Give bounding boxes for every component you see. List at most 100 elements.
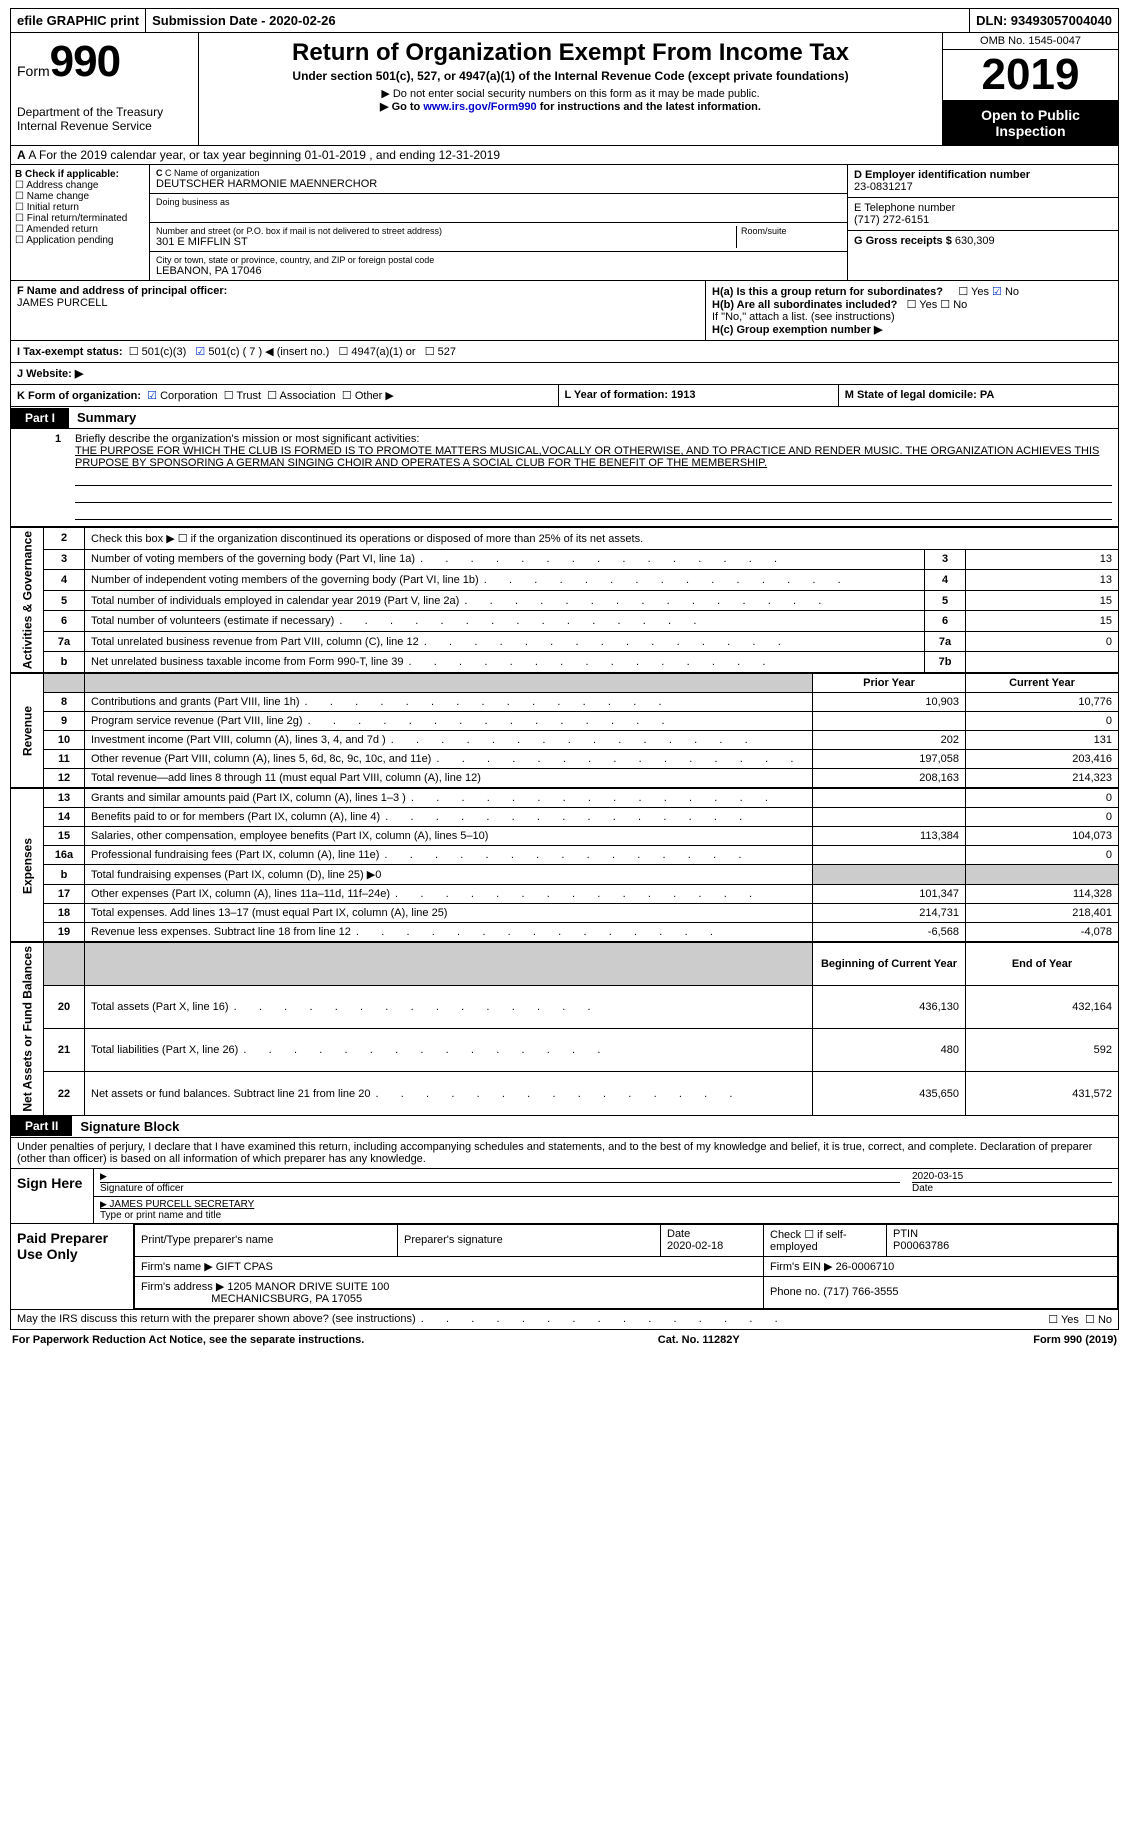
chk-name-change[interactable]: Name change [15, 191, 89, 202]
line-6: 6Total number of volunteers (estimate if… [11, 611, 1119, 632]
efile-left: efile GRAPHIC print [11, 9, 145, 32]
line-19: 19Revenue less expenses. Subtract line 1… [11, 923, 1119, 942]
ein: 23-0831217 [854, 181, 913, 193]
table-activities-governance: Activities & Governance 2 Check this box… [10, 527, 1119, 673]
block-bcdeg: B Check if applicable: Address change Na… [10, 165, 1119, 281]
chk-assoc[interactable]: Association [267, 390, 336, 402]
omb-number: OMB No. 1545-0047 [943, 33, 1118, 50]
line-8: 8Contributions and grants (Part VIII, li… [11, 693, 1119, 712]
line-12: 12Total revenue—add lines 8 through 11 (… [11, 769, 1119, 788]
hb-no[interactable]: No [940, 299, 967, 311]
row-klm: K Form of organization: Corporation Trus… [10, 385, 1119, 407]
sign-here-block: Sign Here Signature of officer 2020-03-1… [10, 1169, 1119, 1224]
line-7b: bNet unrelated business taxable income f… [11, 652, 1119, 673]
form-number: 990 [50, 37, 120, 86]
chk-4947[interactable]: 4947(a)(1) or [338, 346, 415, 358]
discuss-row: May the IRS discuss this return with the… [10, 1310, 1119, 1330]
row-i-tax-status: I Tax-exempt status: 501(c)(3) 501(c) ( … [10, 341, 1119, 363]
dept-irs: Internal Revenue Service [17, 119, 192, 133]
principal-officer: JAMES PURCELL [17, 297, 107, 309]
gross-receipts: 630,309 [955, 235, 995, 247]
line-17: 17Other expenses (Part IX, column (A), l… [11, 885, 1119, 904]
chk-501c[interactable]: 501(c) ( 7 ) ◀ (insert no.) [195, 346, 329, 358]
row-j-website: J Website: ▶ [10, 363, 1119, 385]
year-formation: L Year of formation: 1913 [565, 389, 696, 401]
line-16a: 16aProfessional fundraising fees (Part I… [11, 846, 1119, 865]
part-i-header: Part I Summary [10, 407, 1119, 429]
paid-preparer-block: Paid Preparer Use Only Print/Type prepar… [10, 1224, 1119, 1310]
form-subtitle: Under section 501(c), 527, or 4947(a)(1)… [205, 69, 936, 83]
ssn-note: ▶ Do not enter social security numbers o… [205, 87, 936, 100]
firm-addr1: 1205 MANOR DRIVE SUITE 100 [227, 1281, 389, 1293]
form-title: Return of Organization Exempt From Incom… [205, 39, 936, 67]
chk-trust[interactable]: Trust [224, 390, 261, 402]
part-ii-header: Part II Signature Block [10, 1116, 1119, 1138]
form-label: Form [17, 63, 50, 79]
chk-self-employed[interactable]: Check ☐ if self-employed [764, 1224, 887, 1256]
line-20: 20Total assets (Part X, line 16)436,1304… [11, 986, 1119, 1029]
chk-address-change[interactable]: Address change [15, 180, 98, 191]
efile-topbar: efile GRAPHIC print Submission Date - 20… [10, 8, 1119, 33]
line-21: 21Total liabilities (Part X, line 26)480… [11, 1029, 1119, 1072]
officer-name: JAMES PURCELL SECRETARY [100, 1199, 1112, 1210]
chk-initial-return[interactable]: Initial return [15, 202, 79, 213]
chk-amended-return[interactable]: Amended return [15, 224, 98, 235]
tax-year: 2019 [943, 50, 1118, 101]
line-13: Expenses 13Grants and similar amounts pa… [11, 789, 1119, 808]
open-to-public: Open to Public Inspection [943, 101, 1118, 145]
table-net-assets: Net Assets or Fund Balances Beginning of… [10, 942, 1119, 1116]
line-5: 5Total number of individuals employed in… [11, 590, 1119, 611]
firm-ein: 26-0006710 [836, 1261, 895, 1273]
ha-yes[interactable]: Yes [958, 286, 989, 298]
sign-date: 2020-03-15 [912, 1171, 1112, 1182]
chk-final-return[interactable]: Final return/terminated [15, 213, 127, 224]
firm-addr2: MECHANICSBURG, PA 17055 [211, 1293, 362, 1305]
firm-phone: (717) 766-3555 [823, 1286, 898, 1298]
mission-block: 1 Briefly describe the organization's mi… [10, 429, 1119, 527]
chk-application-pending[interactable]: Application pending [15, 235, 114, 246]
discuss-yes[interactable]: Yes [1048, 1314, 1079, 1326]
side-revenue: Revenue [11, 674, 44, 788]
chk-501c3[interactable]: 501(c)(3) [129, 346, 187, 358]
form-header: Form990 Department of the Treasury Inter… [10, 33, 1119, 146]
table-revenue: Revenue Prior Year Current Year 8Contrib… [10, 673, 1119, 788]
side-expenses: Expenses [11, 789, 44, 942]
goto-note: ▶ Go to www.irs.gov/Form990 for instruct… [205, 100, 936, 113]
line-22: 22Net assets or fund balances. Subtract … [11, 1072, 1119, 1115]
line-3: 3Number of voting members of the governi… [11, 549, 1119, 570]
mission-text: THE PURPOSE FOR WHICH THE CLUB IS FORMED… [75, 445, 1112, 469]
org-city: LEBANON, PA 17046 [156, 265, 841, 277]
state-domicile: M State of legal domicile: PA [845, 389, 995, 401]
chk-527[interactable]: 527 [425, 346, 456, 358]
irs-link[interactable]: www.irs.gov/Form990 [423, 101, 536, 113]
line-16b: bTotal fundraising expenses (Part IX, co… [11, 865, 1119, 885]
chk-other[interactable]: Other ▶ [342, 390, 394, 402]
b-label: B Check if applicable: [15, 169, 119, 180]
side-net-assets: Net Assets or Fund Balances [11, 943, 44, 1116]
page-footer: For Paperwork Reduction Act Notice, see … [10, 1330, 1119, 1350]
line-10: 10Investment income (Part VIII, column (… [11, 731, 1119, 750]
line-15: 15Salaries, other compensation, employee… [11, 827, 1119, 846]
dln: DLN: 93493057004040 [970, 9, 1118, 32]
line-14: 14Benefits paid to or for members (Part … [11, 808, 1119, 827]
prep-date: 2020-02-18 [667, 1240, 723, 1252]
org-street: 301 E MIFFLIN ST [156, 236, 736, 248]
ptin: P00063786 [893, 1240, 949, 1252]
side-activities: Activities & Governance [11, 528, 44, 673]
phone: (717) 272-6151 [854, 214, 929, 226]
line-7a: 7aTotal unrelated business revenue from … [11, 631, 1119, 652]
hb-yes[interactable]: Yes [907, 299, 938, 311]
org-name: DEUTSCHER HARMONIE MAENNERCHOR [156, 178, 841, 190]
line-9: 9Program service revenue (Part VIII, lin… [11, 712, 1119, 731]
line-18: 18Total expenses. Add lines 13–17 (must … [11, 904, 1119, 923]
line-4: 4Number of independent voting members of… [11, 570, 1119, 591]
chk-corp[interactable]: Corporation [147, 390, 217, 402]
row-a-period: A A For the 2019 calendar year, or tax y… [10, 146, 1119, 165]
ha-no[interactable]: No [992, 286, 1019, 298]
dept-treasury: Department of the Treasury [17, 105, 192, 119]
perjury-statement: Under penalties of perjury, I declare th… [10, 1138, 1119, 1169]
submission-date: Submission Date - 2020-02-26 [145, 9, 970, 32]
discuss-no[interactable]: No [1085, 1314, 1112, 1326]
firm-name: GIFT CPAS [216, 1261, 273, 1273]
block-fh: F Name and address of principal officer:… [10, 281, 1119, 341]
